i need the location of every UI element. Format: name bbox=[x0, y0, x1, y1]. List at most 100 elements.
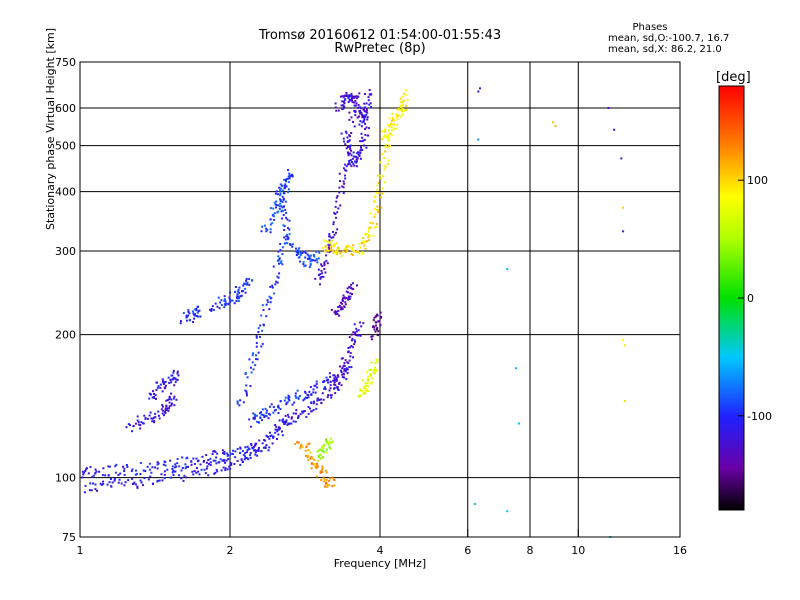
data-point bbox=[277, 406, 280, 409]
data-point bbox=[154, 412, 157, 415]
data-point bbox=[140, 421, 143, 424]
data-point bbox=[623, 344, 626, 347]
data-point bbox=[340, 306, 343, 309]
data-point bbox=[242, 401, 245, 404]
data-point bbox=[373, 316, 376, 319]
data-point bbox=[368, 93, 371, 96]
data-point bbox=[252, 352, 255, 355]
data-point bbox=[320, 479, 323, 482]
data-point bbox=[330, 239, 333, 242]
data-point bbox=[365, 146, 368, 149]
data-point bbox=[161, 380, 164, 383]
data-point bbox=[375, 368, 378, 371]
data-point bbox=[312, 391, 315, 394]
data-point bbox=[87, 472, 90, 475]
data-point bbox=[393, 123, 396, 126]
data-point bbox=[136, 485, 139, 488]
data-point bbox=[288, 396, 291, 399]
data-point bbox=[322, 398, 325, 401]
data-point bbox=[318, 456, 321, 459]
data-point bbox=[325, 245, 328, 248]
data-point bbox=[108, 465, 111, 468]
data-point bbox=[279, 249, 282, 252]
data-point bbox=[149, 393, 152, 396]
data-point bbox=[230, 299, 233, 302]
data-point bbox=[267, 301, 270, 304]
data-point bbox=[281, 246, 284, 249]
data-point bbox=[287, 394, 290, 397]
data-point bbox=[342, 104, 345, 107]
data-point bbox=[297, 416, 300, 419]
data-point bbox=[195, 457, 198, 460]
data-point bbox=[317, 397, 320, 400]
data-point bbox=[173, 384, 176, 387]
data-point bbox=[346, 361, 349, 364]
data-point bbox=[377, 181, 380, 184]
data-point bbox=[174, 463, 177, 466]
data-point bbox=[265, 411, 268, 414]
data-point bbox=[384, 143, 387, 146]
data-point bbox=[236, 402, 239, 405]
data-point bbox=[198, 309, 201, 312]
data-point bbox=[210, 307, 213, 310]
data-point bbox=[381, 187, 384, 190]
data-point bbox=[304, 396, 307, 399]
data-point bbox=[287, 191, 290, 194]
data-point bbox=[364, 128, 367, 131]
data-point bbox=[365, 102, 368, 105]
data-point bbox=[284, 208, 287, 211]
data-point bbox=[373, 325, 376, 328]
data-point bbox=[222, 466, 225, 469]
data-point bbox=[358, 395, 361, 398]
data-point bbox=[338, 304, 341, 307]
data-point bbox=[331, 440, 334, 443]
data-point bbox=[150, 417, 153, 420]
data-point bbox=[132, 425, 135, 428]
data-point bbox=[341, 308, 344, 311]
data-point bbox=[275, 280, 278, 283]
data-point bbox=[350, 160, 353, 163]
data-point bbox=[207, 462, 210, 465]
data-point bbox=[365, 126, 368, 129]
data-point bbox=[351, 120, 354, 123]
data-point bbox=[342, 137, 345, 140]
data-point bbox=[282, 199, 285, 202]
data-point bbox=[123, 484, 126, 487]
data-point bbox=[299, 444, 302, 447]
data-point bbox=[181, 456, 184, 459]
data-point bbox=[173, 404, 176, 407]
data-point bbox=[234, 456, 237, 459]
data-point bbox=[152, 390, 155, 393]
data-point bbox=[308, 256, 311, 259]
data-point bbox=[167, 376, 170, 379]
data-point bbox=[310, 467, 313, 470]
data-point bbox=[377, 330, 380, 333]
data-point bbox=[175, 378, 178, 381]
chart-title: Tromsø 20160612 01:54:00-01:55:43 bbox=[258, 28, 502, 43]
data-point bbox=[288, 233, 291, 236]
data-point bbox=[256, 454, 259, 457]
data-point bbox=[244, 446, 247, 449]
data-point bbox=[319, 283, 322, 286]
data-point bbox=[477, 138, 480, 141]
data-point bbox=[176, 372, 179, 375]
data-point bbox=[386, 135, 389, 138]
data-point bbox=[171, 402, 174, 405]
data-point bbox=[378, 191, 381, 194]
data-point bbox=[350, 366, 353, 369]
data-point bbox=[321, 265, 324, 268]
data-point bbox=[353, 343, 356, 346]
data-point bbox=[244, 291, 247, 294]
data-point bbox=[170, 476, 173, 479]
data-point bbox=[248, 358, 251, 361]
data-point bbox=[251, 354, 254, 357]
data-point bbox=[263, 416, 266, 419]
data-point bbox=[163, 470, 166, 473]
data-point bbox=[363, 138, 366, 141]
data-point bbox=[327, 394, 330, 397]
data-point bbox=[250, 444, 253, 447]
data-point bbox=[389, 145, 392, 148]
data-point bbox=[273, 201, 276, 204]
data-point bbox=[247, 447, 250, 450]
data-point bbox=[319, 277, 322, 280]
